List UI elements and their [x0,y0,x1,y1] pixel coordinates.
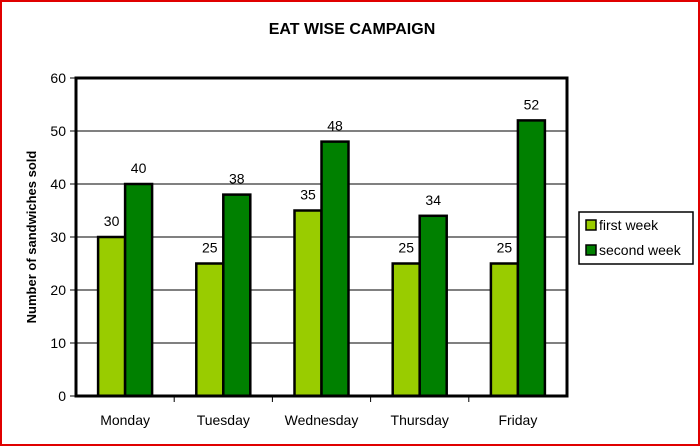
chart-title: EAT WISE CAMPAIGN [269,21,436,38]
legend-label: second week [599,242,682,258]
y-tick-label: 50 [50,123,66,139]
bar-second-week [123,182,154,398]
y-axis-ticks: 0 10 20 30 40 50 60 [50,70,76,404]
data-label: 52 [524,96,540,112]
data-label: 25 [398,240,414,256]
data-label: 48 [327,118,343,134]
x-axis-ticks: Monday Tuesday Wednesday Thursday Friday [100,396,537,428]
data-label: 30 [104,213,120,229]
legend-swatch [585,244,597,256]
x-tick-label: Tuesday [197,412,250,428]
bar-second-week [222,193,252,398]
plot-area-border [74,76,569,398]
y-axis-label: Number of sandwiches sold [24,151,39,324]
bar-first-week [96,235,127,398]
data-label: 25 [202,240,218,256]
legend-box [578,211,694,265]
x-tick-label: Monday [100,412,150,428]
data-label: 35 [300,187,316,203]
bar-second-week [418,214,448,398]
legend-label: first week [599,217,659,233]
x-tick-label: Thursday [391,412,449,428]
y-tick-label: 30 [50,229,66,245]
bar-first-week [195,262,225,398]
y-tick-label: 40 [50,176,66,192]
legend: first week second week [578,211,694,265]
x-tick-label: Friday [498,412,537,428]
data-label: 34 [425,192,441,208]
y-tick-label: 60 [50,70,66,86]
y-tick-label: 0 [58,388,66,404]
data-label: 40 [131,160,147,176]
bar-first-week [293,209,323,398]
y-tick-label: 20 [50,282,66,298]
bar-first-week [489,262,520,398]
data-label: 38 [229,171,245,187]
legend-swatch [585,219,597,231]
bar-first-week [391,262,421,398]
bar-second-week [516,119,547,398]
bars [96,119,547,398]
data-label: 25 [497,240,513,256]
bar-second-week [320,140,350,398]
x-tick-label: Wednesday [285,412,359,428]
y-tick-label: 10 [50,335,66,351]
data-labels: 30 40 25 38 35 48 25 34 25 52 [104,96,540,255]
